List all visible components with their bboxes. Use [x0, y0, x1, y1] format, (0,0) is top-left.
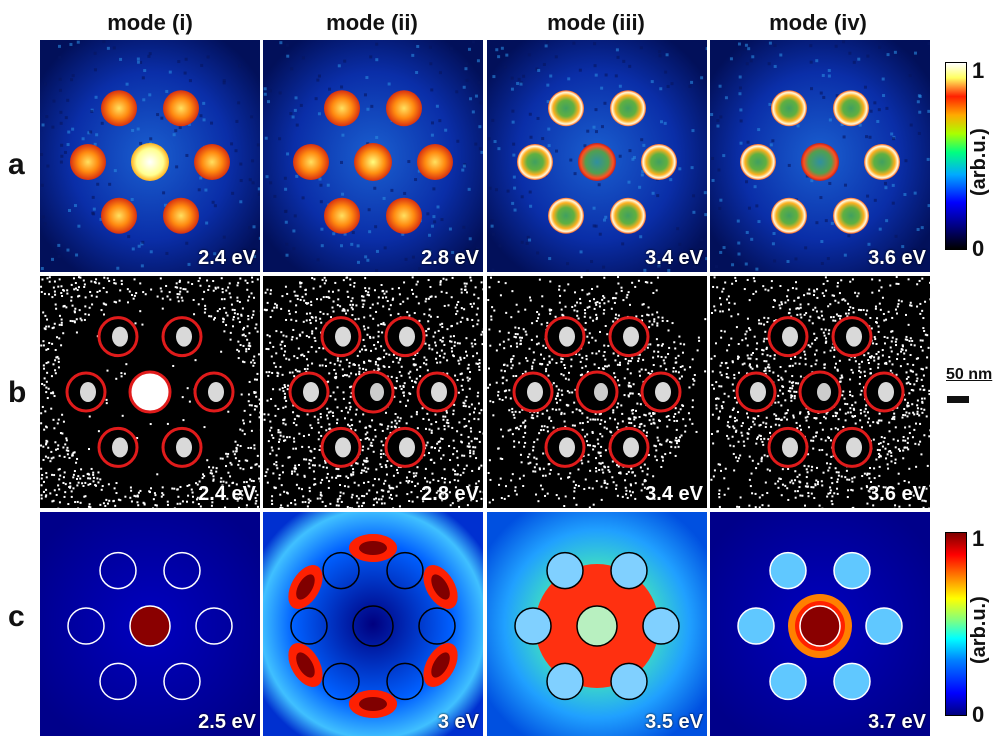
scale-bar-label: 50 nm [946, 366, 993, 383]
energy-label-a-4: 3.6 eV [868, 247, 926, 269]
energy-label-b-4: 3.6 eV [868, 483, 926, 505]
colorbar-bottom-min: 0 [972, 702, 985, 727]
energy-label-c-4: 3.7 eV [868, 711, 926, 733]
energy-label-b-2: 2.8 eV [421, 483, 479, 505]
column-title-3: mode (iii) [547, 10, 645, 35]
energy-label-a-2: 2.8 eV [421, 247, 479, 269]
column-title-2: mode (ii) [326, 10, 418, 35]
panel-b-4: 3.6 eV [710, 276, 930, 508]
panel-b-1: 2.4 eV [40, 276, 260, 508]
panel-b-3: 3.4 eV [487, 276, 707, 508]
colorbar-bottom-unit: (arb.u.) [968, 596, 990, 664]
panel-c-3: 3.5 eV [487, 512, 707, 736]
colorbar-top [945, 62, 967, 250]
panel-c-4: 3.7 eV [710, 512, 930, 736]
energy-label-c-3: 3.5 eV [645, 711, 703, 733]
row-label-a: a [8, 148, 25, 181]
colorbar-bottom [945, 532, 967, 716]
panel-a-3: 3.4 eV [487, 40, 707, 272]
row-label-c: c [8, 600, 25, 633]
column-title-4: mode (iv) [769, 10, 867, 35]
colorbar-top-max: 1 [972, 58, 985, 83]
panel-c-2: 3 eV [263, 512, 483, 736]
colorbar-bottom-max: 1 [972, 526, 985, 551]
panel-a-1: 2.4 eV [40, 40, 260, 272]
panel-a-2: 2.8 eV [263, 40, 483, 272]
energy-label-b-1: 2.4 eV [198, 483, 256, 505]
energy-label-c-2: 3 eV [437, 711, 479, 733]
panel-c-1: 2.5 eV [40, 512, 260, 736]
scale-bar [947, 396, 969, 403]
column-title-1: mode (i) [107, 10, 193, 35]
energy-label-a-3: 3.4 eV [645, 247, 703, 269]
panel-b-2: 2.8 eV [263, 276, 483, 508]
colorbar-top-min: 0 [972, 236, 985, 261]
energy-label-a-1: 2.4 eV [198, 247, 256, 269]
energy-label-b-3: 3.4 eV [645, 483, 703, 505]
row-label-b: b [8, 376, 27, 409]
colorbar-top-unit: (arb.u.) [968, 128, 990, 196]
panel-a-4: 3.6 eV [710, 40, 930, 272]
energy-label-c-1: 2.5 eV [198, 711, 256, 733]
